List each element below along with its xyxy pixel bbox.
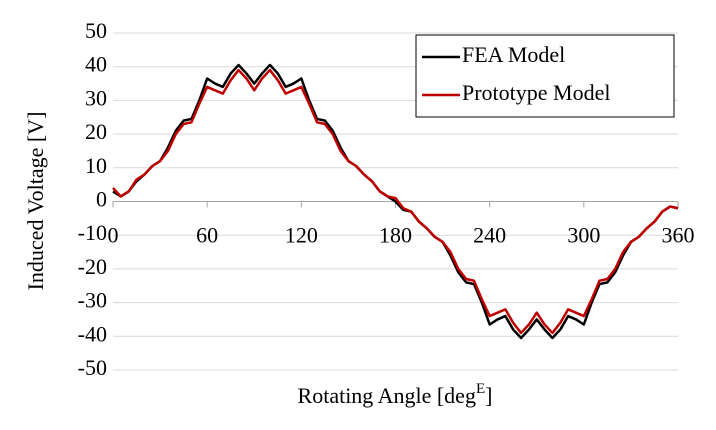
series-line [112,63,679,340]
x-label-sup: E [476,381,485,397]
y-axis-label: Induced Voltage [V] [23,112,48,291]
series-line [112,68,679,335]
legend: FEA Model Prototype Model [415,34,675,118]
x-tick-label: 240 [473,223,506,248]
x-tick-label: 360 [662,223,695,248]
y-tick-label: -30 [78,288,107,313]
legend-label: FEA Model [462,42,565,67]
x-tick-label: 300 [567,223,600,248]
y-tick-label: -20 [78,254,107,279]
y-tick-label: -50 [78,355,107,380]
x-tick-label: 60 [196,223,218,248]
x-label-text: Rotating Angle [deg [298,383,476,408]
y-tick-label: 0 [96,187,107,212]
legend-label: Prototype Model [462,80,611,105]
x-axis-label: Rotating Angle [degE] [298,381,493,408]
y-tick-label: 30 [85,85,107,110]
y-tick-label: -10 [78,220,107,245]
y-tick-label: -40 [78,321,107,346]
x-label-end: ] [485,383,492,408]
y-tick-label: 40 [85,52,107,77]
x-tick-label: 180 [379,223,412,248]
y-tick-label: 50 [85,18,107,43]
y-tick-label: 10 [85,153,107,178]
y-tick-label: 20 [85,119,107,144]
legend-box [415,34,675,118]
x-tick-label: 0 [108,223,119,248]
x-tick-label: 120 [285,223,318,248]
